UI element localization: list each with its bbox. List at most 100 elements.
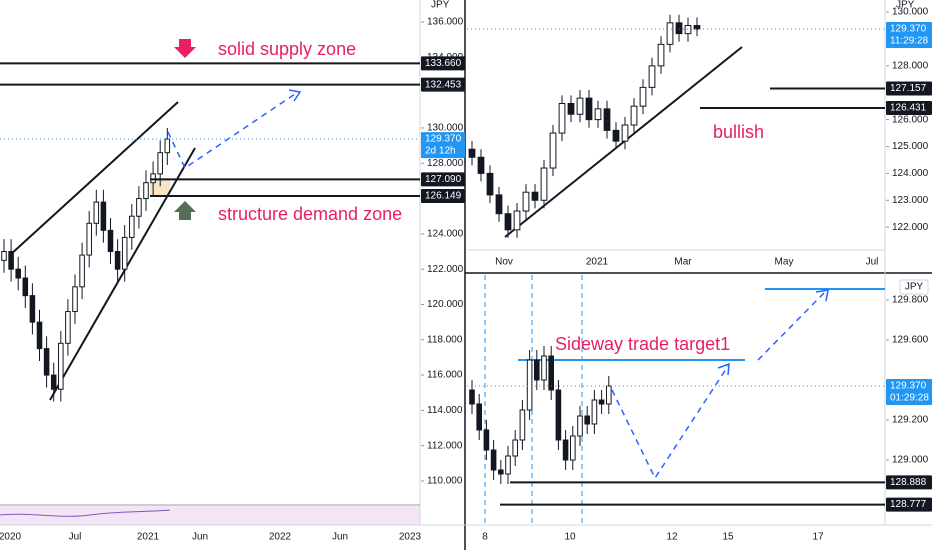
candle-body — [505, 455, 511, 475]
annotation: bullish — [713, 122, 764, 142]
candle-body — [79, 254, 85, 288]
candle-body — [100, 201, 107, 231]
price-label: 129.370 — [890, 381, 927, 392]
annotation: structure demand zone — [218, 204, 402, 224]
x-tick-label: Mar — [674, 257, 692, 268]
candle-body — [50, 374, 57, 390]
x-tick-label: Jun — [192, 532, 208, 543]
x-tick-label: Jun — [332, 532, 348, 543]
candle-body — [576, 97, 584, 115]
price-label-box — [421, 77, 465, 92]
candle-body — [143, 182, 149, 200]
price-label: 127.157 — [890, 83, 927, 94]
candle-body — [483, 429, 490, 451]
candle-body — [531, 191, 539, 201]
candle-body — [469, 389, 475, 405]
x-tick-label: May — [775, 257, 794, 268]
candle-body — [603, 108, 611, 131]
candle-body — [22, 277, 29, 297]
price-countdown: 11:29:28 — [890, 36, 929, 47]
price-label-box — [421, 56, 465, 71]
candle-body — [513, 210, 521, 231]
y-tick-label: 129.200 — [892, 415, 929, 426]
candle-body — [107, 229, 114, 253]
currency-label: JPY — [905, 282, 924, 293]
x-tick-label: 17 — [812, 532, 824, 543]
price-label-box — [886, 81, 932, 96]
candle-body — [562, 439, 569, 461]
candle-body — [86, 222, 92, 256]
candle-body — [468, 148, 476, 158]
price-label-box — [886, 497, 932, 512]
x-tick-label: 2023 — [399, 532, 422, 543]
candle-body — [648, 65, 656, 88]
x-tick-label: 2021 — [137, 532, 160, 543]
x-tick-label: 12 — [666, 532, 678, 543]
price-label-box — [886, 379, 932, 405]
y-tick-label: 122.000 — [427, 264, 464, 275]
candle-body — [675, 22, 683, 35]
y-tick-label: 129.800 — [892, 295, 929, 306]
x-tick-label: 2020 — [0, 532, 22, 543]
y-tick-label: 124.000 — [892, 168, 929, 179]
price-countdown: 2d 12h — [425, 146, 456, 157]
candle-body — [657, 43, 665, 67]
candle-body — [567, 102, 575, 115]
y-tick-label: 126.000 — [892, 114, 929, 125]
candle-body — [693, 25, 701, 30]
projection-arrow — [167, 91, 299, 170]
candle-body — [157, 152, 163, 175]
candle-body — [1, 251, 7, 261]
y-tick-label: 114.000 — [427, 405, 463, 416]
price-label-box — [421, 172, 465, 187]
price-label: 132.453 — [425, 79, 462, 90]
x-tick-label: 10 — [564, 532, 576, 543]
price-label-box — [886, 22, 932, 49]
candle-body — [121, 236, 128, 270]
annotation: solid supply zone — [218, 39, 356, 59]
candle-body — [540, 167, 548, 201]
price-label: 126.431 — [890, 103, 927, 114]
candle-body — [8, 251, 14, 270]
y-tick-label: 118.000 — [427, 334, 463, 345]
rsi-line — [0, 509, 171, 517]
candle-body — [477, 156, 485, 174]
candle-body — [486, 172, 494, 196]
candle-body — [584, 415, 591, 425]
candle-body — [129, 215, 135, 238]
y-tick-label: 130.000 — [427, 123, 464, 134]
candle-body — [114, 251, 121, 270]
price-label: 127.090 — [425, 174, 462, 185]
candle-body — [497, 469, 504, 475]
price-label-box — [421, 188, 465, 203]
candle-body — [598, 399, 605, 405]
candle-body — [164, 138, 171, 154]
y-tick-label: 123.000 — [892, 195, 929, 206]
y-tick-label: 124.000 — [427, 229, 464, 240]
candle-body — [684, 25, 692, 35]
x-tick-label: Jul — [866, 257, 879, 268]
currency-label: JPY — [896, 0, 915, 11]
trend-line — [49, 147, 196, 401]
price-label: 129.370 — [425, 134, 462, 145]
x-tick-label: 15 — [722, 532, 734, 543]
candle-body — [72, 286, 78, 313]
candle-body — [548, 355, 555, 391]
price-label-box — [421, 132, 465, 159]
price-label: 129.370 — [890, 24, 927, 35]
candle-body — [36, 321, 43, 350]
rsi-pane — [0, 506, 420, 525]
candle-body — [549, 132, 557, 169]
x-tick-label: 2021 — [586, 257, 609, 268]
y-tick-label: 112.000 — [427, 440, 463, 451]
y-tick-label: 129.600 — [892, 335, 929, 346]
candle-body — [558, 102, 566, 134]
up-arrow-icon — [174, 201, 196, 220]
y-tick-label: 110.000 — [427, 476, 463, 487]
candle-body — [93, 201, 100, 224]
y-tick-label: 116.000 — [427, 370, 463, 381]
candle-body — [150, 173, 156, 184]
candle-body — [630, 105, 638, 126]
